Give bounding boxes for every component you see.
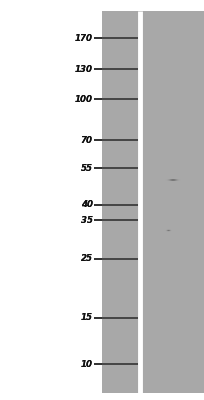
Text: 170: 170 bbox=[75, 34, 93, 43]
Text: 15: 15 bbox=[81, 313, 93, 322]
Text: 10: 10 bbox=[81, 360, 93, 369]
Text: 70: 70 bbox=[81, 136, 93, 145]
Bar bbox=[102, 0, 204, 11]
Text: 40: 40 bbox=[81, 200, 93, 209]
Text: 10: 10 bbox=[81, 360, 93, 369]
Text: 130: 130 bbox=[75, 65, 93, 74]
Text: 25: 25 bbox=[81, 254, 93, 263]
Text: 35: 35 bbox=[81, 216, 93, 225]
Text: 70: 70 bbox=[81, 136, 93, 145]
Text: 100: 100 bbox=[75, 95, 93, 104]
Text: 35: 35 bbox=[81, 216, 93, 225]
Text: 130: 130 bbox=[75, 65, 93, 74]
Text: 100: 100 bbox=[75, 95, 93, 104]
Text: 25: 25 bbox=[81, 254, 93, 263]
Text: 55: 55 bbox=[81, 164, 93, 173]
Text: 40: 40 bbox=[81, 200, 93, 209]
Text: 170: 170 bbox=[75, 34, 93, 43]
Bar bbox=[102, 393, 204, 400]
Text: 15: 15 bbox=[81, 313, 93, 322]
Text: 55: 55 bbox=[81, 164, 93, 173]
Bar bbox=[102, 11, 204, 393]
